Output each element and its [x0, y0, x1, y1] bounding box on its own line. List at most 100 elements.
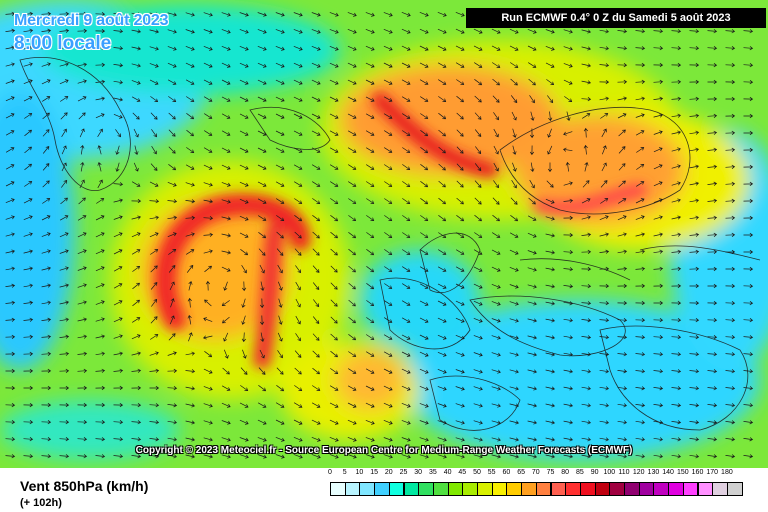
- wind-arrow: [653, 62, 664, 68]
- legend-swatch: [609, 482, 625, 496]
- wind-arrow: [689, 437, 700, 442]
- wind-arrow: [527, 386, 537, 391]
- wind-arrow: [743, 181, 754, 186]
- wind-arrow: [150, 265, 158, 273]
- wind-arrow: [365, 130, 375, 136]
- wind-arrow: [23, 283, 33, 288]
- wind-arrow: [131, 96, 141, 102]
- wind-arrow: [545, 420, 556, 425]
- wind-arrow: [401, 62, 411, 68]
- wind-arrow: [239, 147, 249, 153]
- wind-arrow: [168, 333, 176, 341]
- wind-arrow: [185, 199, 196, 204]
- wind-arrow: [221, 79, 231, 85]
- wind-arrow: [384, 147, 393, 153]
- legend-swatch: [697, 482, 714, 496]
- wind-arrow: [563, 301, 574, 306]
- wind-arrow: [366, 181, 375, 187]
- wind-arrow: [5, 351, 16, 356]
- wind-arrow: [311, 45, 321, 51]
- wind-arrow: [437, 351, 447, 357]
- wind-arrow: [671, 46, 682, 51]
- wind-arrow: [725, 63, 736, 68]
- wind-arrow: [77, 266, 87, 271]
- wind-arrow: [473, 437, 483, 442]
- wind-arrow: [530, 111, 535, 121]
- wind-arrow: [167, 181, 177, 187]
- wind-arrow: [330, 368, 339, 374]
- wind-arrow: [115, 129, 121, 138]
- wind-arrow: [527, 28, 537, 34]
- wind-arrow: [725, 420, 736, 425]
- wind-arrow: [240, 385, 249, 391]
- wind-arrow: [366, 164, 375, 170]
- wind-arrow: [617, 46, 628, 51]
- wind-arrow: [203, 216, 214, 221]
- wind-arrow: [257, 79, 267, 85]
- wind-arrow: [564, 96, 573, 102]
- wind-arrow: [689, 352, 700, 357]
- wind-arrow: [419, 403, 429, 408]
- wind-arrow: [149, 368, 160, 373]
- wind-arrow: [653, 198, 663, 203]
- wind-arrow: [653, 420, 664, 425]
- wind-arrow: [635, 335, 646, 340]
- wind-arrow: [401, 79, 411, 85]
- wind-arrow: [509, 284, 519, 289]
- wind-arrow: [671, 79, 682, 84]
- wind-arrow: [401, 351, 411, 357]
- wind-arrow: [311, 79, 321, 85]
- wind-arrow: [329, 79, 339, 85]
- wind-arrow: [384, 181, 393, 187]
- wind-arrow: [455, 28, 465, 34]
- wind-arrow: [366, 266, 375, 273]
- wind-arrow: [5, 317, 16, 322]
- wind-arrow: [456, 146, 464, 154]
- wind-arrow: [5, 130, 15, 136]
- wind-arrow: [185, 79, 195, 85]
- wind-arrow: [257, 45, 267, 51]
- wind-arrow: [113, 63, 124, 68]
- wind-arrow: [239, 402, 249, 408]
- wind-arrow: [743, 386, 754, 391]
- wind-arrow: [167, 454, 178, 459]
- wind-arrow: [257, 164, 267, 170]
- wind-arrow: [383, 79, 393, 85]
- wind-arrow: [131, 249, 141, 255]
- wind-arrow: [113, 334, 123, 339]
- wind-arrow: [366, 215, 375, 221]
- wind-arrow: [221, 12, 231, 17]
- wind-arrow: [617, 318, 628, 323]
- wind-arrow: [456, 232, 465, 238]
- wind-arrow: [689, 46, 700, 51]
- wind-arrow: [582, 180, 590, 188]
- wind-arrow: [510, 197, 518, 205]
- wind-arrow: [617, 454, 628, 459]
- wind-arrow: [599, 215, 609, 221]
- wind-arrow: [276, 385, 285, 392]
- wind-arrow: [743, 403, 754, 408]
- legend-tick-label: 5: [342, 469, 347, 476]
- wind-arrow: [348, 265, 356, 273]
- legend-swatch: [712, 482, 728, 496]
- wind-arrow: [79, 128, 85, 138]
- wind-arrow: [132, 266, 141, 272]
- wind-arrow: [545, 335, 555, 340]
- wind-arrow: [653, 113, 663, 118]
- wind-arrow: [294, 231, 302, 239]
- wind-arrow: [653, 300, 664, 306]
- wind-arrow: [115, 162, 120, 172]
- wind-arrow: [707, 232, 718, 237]
- wind-arrow: [311, 419, 321, 425]
- wind-arrow: [725, 80, 736, 85]
- wind-arrow: [420, 130, 429, 137]
- wind-arrow: [583, 127, 588, 138]
- wind-arrow: [563, 420, 574, 425]
- wind-arrow: [635, 96, 646, 101]
- wind-arrow: [545, 62, 555, 68]
- wind-arrow: [113, 454, 124, 459]
- wind-arrow: [743, 301, 754, 306]
- wind-arrow: [707, 63, 718, 68]
- wind-arrow: [401, 420, 411, 425]
- wind-arrow: [149, 63, 159, 68]
